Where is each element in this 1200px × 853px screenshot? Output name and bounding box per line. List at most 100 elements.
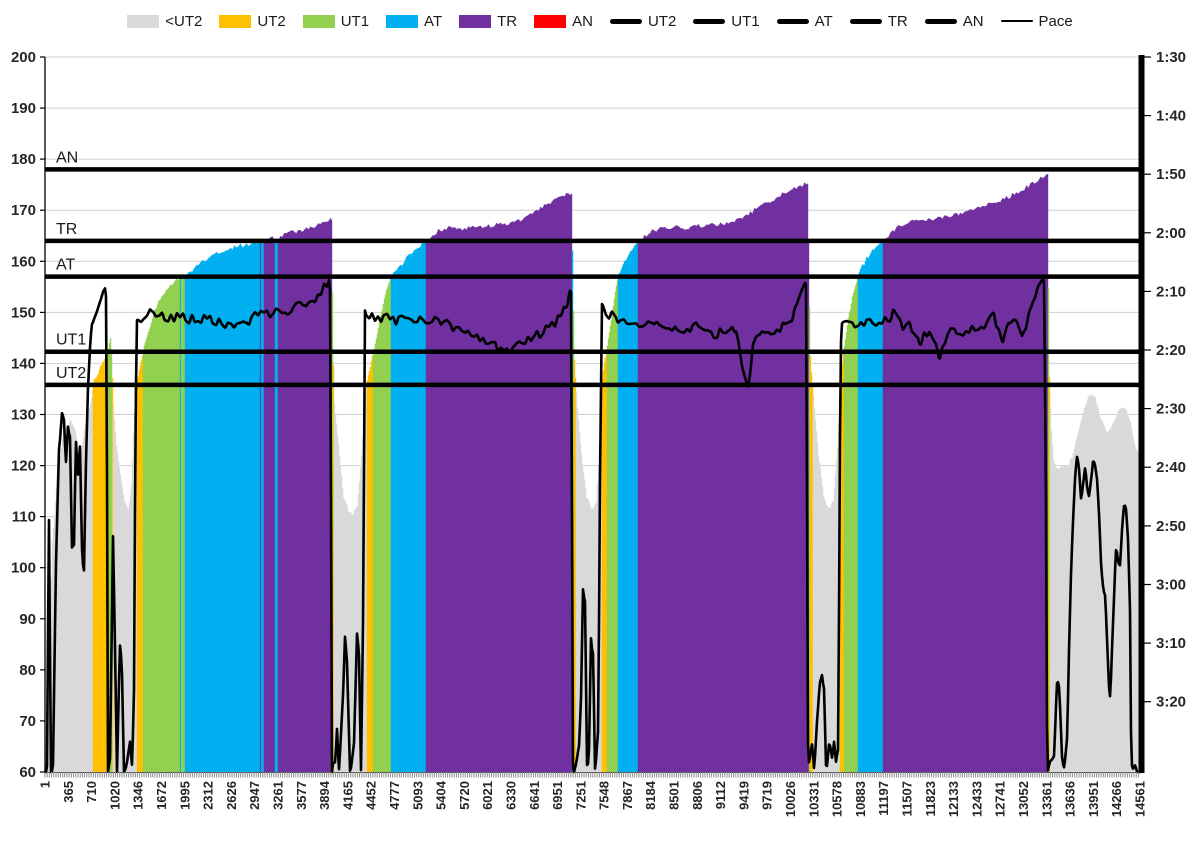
legend-item-at-line: AT [776,12,833,30]
legend-item-tr-area: TR [459,14,517,29]
legend-label: AN [962,12,984,30]
legend-item-ut2-line: UT2 [609,12,677,30]
right-axis-tick-label: 2:10 [1156,283,1186,300]
x-axis-tick-label: 10578 [830,781,845,817]
x-axis-tick-label: 11507 [900,781,915,816]
right-axis-tick-label: 2:50 [1156,518,1186,535]
legend-swatch-icon [386,14,419,28]
legend-label: TR [887,12,908,30]
x-axis-tick-comb [44,772,1139,778]
right-axis-tick-label: 1:30 [1156,49,1186,66]
legend-item-an-area: AN [534,14,593,29]
right-axis-tick-label: 3:10 [1156,635,1186,652]
legend-item-at-area: AT [386,14,442,29]
threshold-label-ut2: UT2 [56,365,86,382]
x-axis-tick-label: 9419 [736,781,751,810]
legend-line-swatch-icon [849,18,882,24]
threshold-lines: AN TR AT UT1 UT2 [45,149,1140,388]
legend-label: UT2 [257,12,286,30]
x-axis-tick-label: 7867 [620,781,635,810]
x-axis-tick-label: 9719 [760,781,775,810]
legend-item-an-line: AN [924,12,984,30]
legend-line-swatch-icon [693,18,726,24]
x-axis-tick-label: 2312 [201,781,216,810]
x-axis-tick-label: 3894 [317,780,332,810]
right-axis-tick-label: 1:50 [1156,166,1186,183]
right-axis-tick-label: 2:00 [1156,225,1186,242]
left-axis-tick-label: 90 [19,611,36,628]
left-axis-tick-label: 110 [12,509,36,526]
legend-label: UT2 [647,12,677,30]
legend-item-lt-ut2-area: <UT2 [127,14,202,29]
x-axis-tick-label: 1346 [131,781,146,810]
legend-swatch-icon [302,14,335,28]
legend-item-tr-line: TR [849,12,908,30]
threshold-label-an: AN [56,149,78,166]
x-axis-tick-label: 7251 [573,781,588,810]
left-axis-tick-label: 170 [11,202,36,219]
x-axis-tick-label: 2626 [224,781,239,810]
threshold-label-at: AT [56,257,75,274]
legend-label: AT [424,12,443,30]
x-axis-tick-label: 6021 [480,781,495,810]
left-axis-tick-label: 100 [11,560,36,577]
legend-label: <UT2 [165,12,203,30]
left-axis-tick-label: 180 [11,151,36,168]
left-axis: 200 190 180 170 160 150 140 130 120 110 100 90 80 70 6… [11,49,46,781]
right-axis-tick-label: 3:20 [1156,694,1186,711]
x-axis-tick-label: 6641 [527,781,542,810]
x-axis-tick-label: 12741 [993,781,1008,817]
threshold-label-ut1: UT1 [56,332,86,349]
x-axis-tick-label: 12133 [946,781,961,817]
left-axis-tick-label: 70 [19,713,36,730]
legend-item-ut1-line: UT1 [693,12,760,30]
legend-label: AT [814,12,833,30]
x-axis-tick-label: 11197 [876,781,891,816]
left-axis-tick-label: 130 [11,407,36,424]
x-axis: 1 365 710 1020 1346 1672 1995 2312 2626 2947 3261 3… [38,772,1148,817]
legend-swatch-icon [459,14,492,28]
legend-label: Pace [1038,12,1073,30]
legend-label: UT1 [731,12,760,30]
x-axis-tick-label: 365 [61,781,76,803]
x-axis-tick-label: 1995 [177,781,192,810]
x-axis-tick-label: 710 [84,781,99,803]
left-axis-tick-label: 60 [19,764,36,781]
x-axis-tick-label: 1672 [154,781,169,810]
legend-label: UT1 [340,12,370,30]
x-axis-tick-label: 10331 [806,781,821,817]
legend-swatch-icon [534,14,567,28]
x-axis-tick-label: 2947 [247,781,262,810]
legend-line-swatch-icon [924,18,957,24]
legend-item-pace-line-thin: Pace [1000,12,1073,30]
x-axis-tick-label: 5093 [410,781,425,810]
right-axis: 1:30 1:40 1:50 2:00 2:10 2:20 2:30 2:40 2:50 3:00… [1138,49,1186,773]
chart-legend: <UT2 UT2 UT1 AT TR AN UT2 UT1 AT TR AN Pace [0,10,1200,32]
x-axis-tick-label: 10883 [853,781,868,817]
x-axis-tick-label: 14266 [1109,781,1124,817]
right-axis-tick-label: 1:40 [1156,108,1186,125]
left-axis-tick-label: 200 [11,49,36,66]
x-axis-tick-label: 6951 [550,781,565,810]
pace-line-series [43,277,1142,774]
left-axis-tick-label: 160 [11,253,36,270]
legend-swatch-icon [219,14,252,28]
x-axis-tick-label: 10026 [783,781,798,817]
x-axis-tick-label: 12433 [969,781,984,817]
legend-label: AN [572,12,593,30]
legend-line-swatch-icon [1000,19,1033,23]
legend-label: TR [497,12,518,30]
x-axis-tick-label: 8501 [667,781,682,810]
x-axis-tick-label: 13636 [1063,781,1078,817]
left-axis-tick-label: 190 [11,100,36,117]
legend-item-ut2-area: UT2 [219,12,286,30]
right-axis-tick-label: 2:20 [1156,342,1186,359]
legend-item-ut1-area: UT1 [302,12,370,30]
x-axis-tick-label: 7548 [597,781,612,810]
x-axis-tick-label: 13052 [1016,781,1031,817]
x-axis-tick-label: 1020 [107,781,122,810]
x-axis-tick-label: 8184 [643,780,658,810]
legend-line-swatch-icon [776,18,809,24]
